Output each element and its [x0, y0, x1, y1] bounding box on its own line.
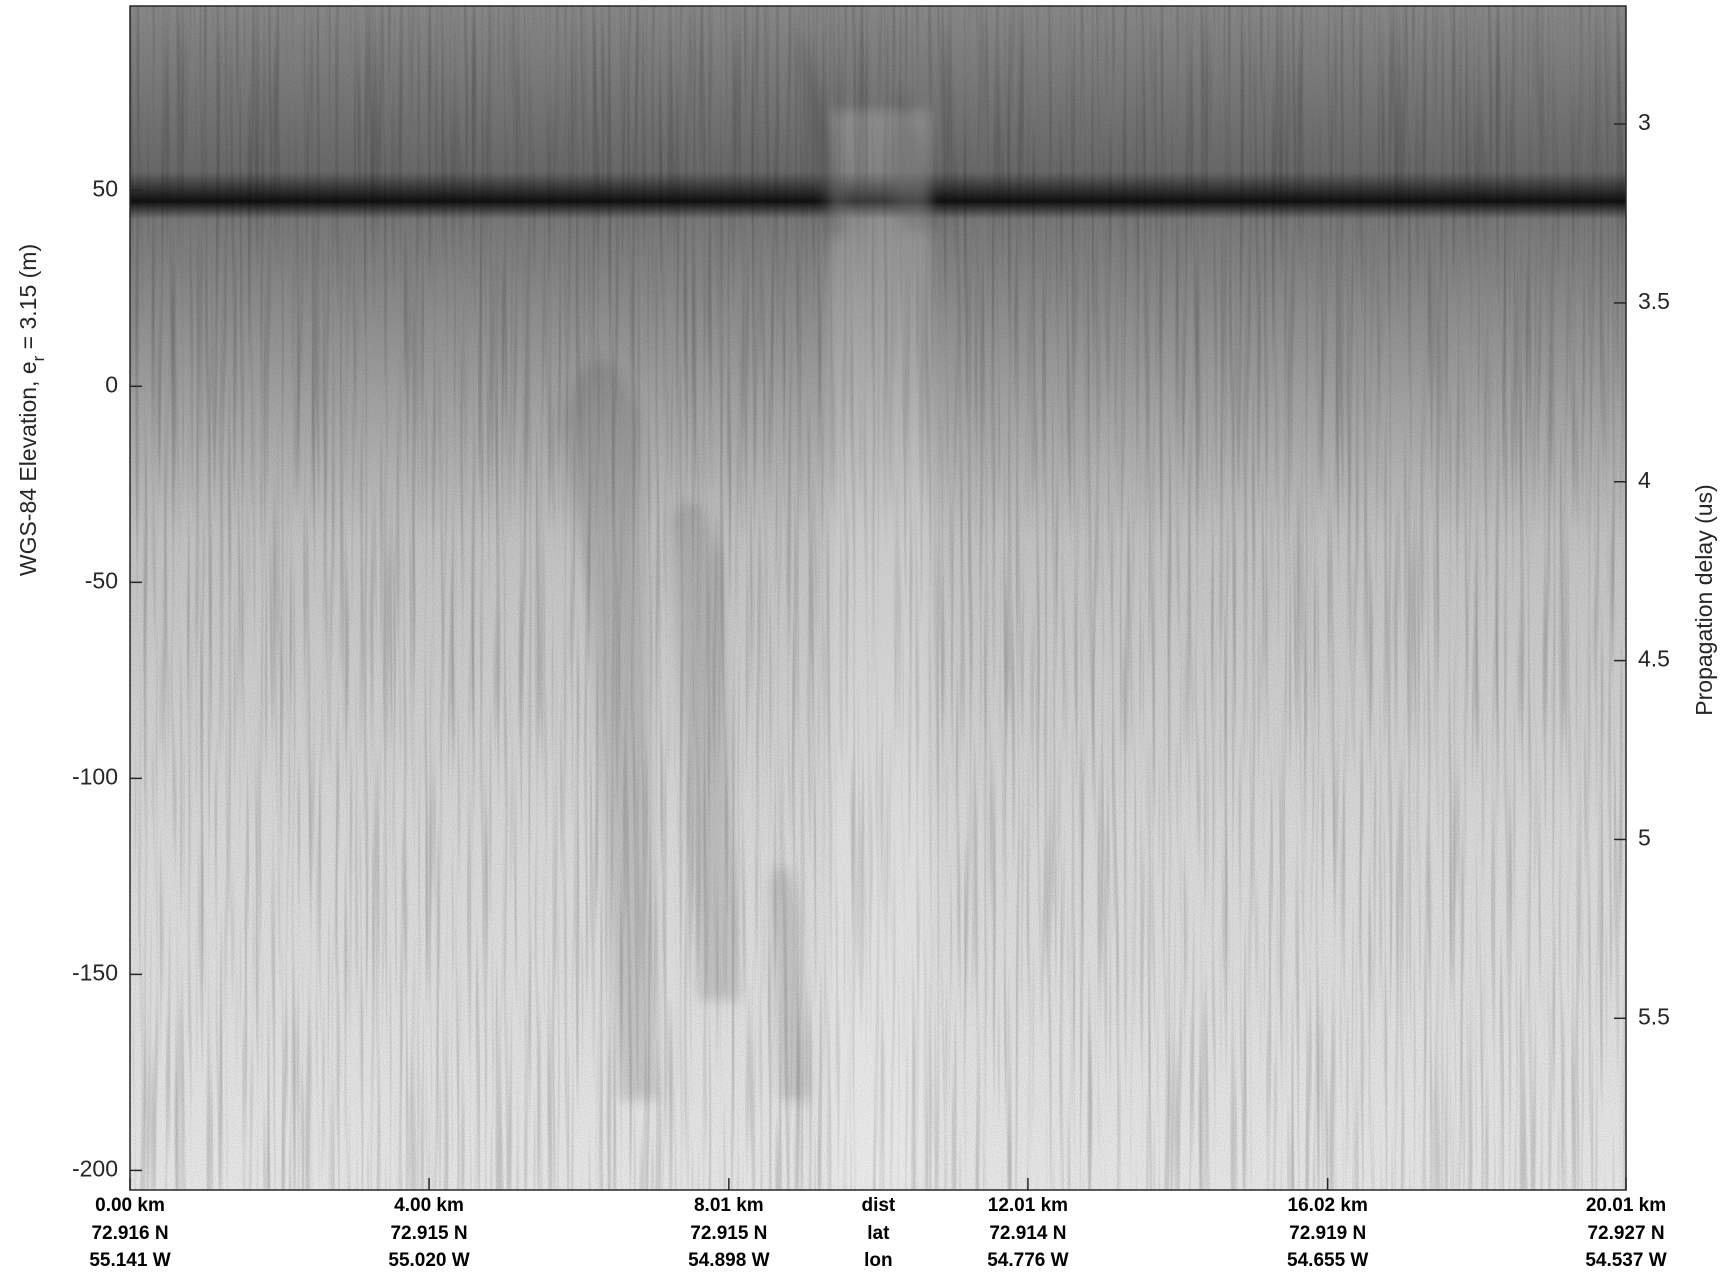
plot-frame: [129, 5, 1627, 1191]
x-row-label: lon: [864, 1250, 893, 1271]
y-tick-label: -150: [72, 959, 118, 985]
x-tick-lat: 72.914 N: [989, 1223, 1066, 1244]
x-row-label: dist: [861, 1195, 895, 1216]
x-tick-lon: 54.537 W: [1585, 1250, 1666, 1271]
y-label-sub: r: [29, 355, 48, 361]
y-axis-label: WGS-84 Elevation, er = 3.15 (m): [15, 244, 48, 576]
y2-tick-label: 5.5: [1638, 1003, 1670, 1029]
y2-tick-label: 4: [1638, 467, 1651, 493]
x-tick-lat: 72.915 N: [690, 1223, 767, 1244]
y2-tick-label: 3: [1638, 109, 1651, 135]
x-tick-label: 4.00 km: [394, 1195, 464, 1216]
y-tick-label: 0: [105, 371, 118, 397]
x-tick-lat: 72.916 N: [91, 1223, 168, 1244]
x-tick-lat: 72.919 N: [1289, 1223, 1366, 1244]
x-tick-lat: 72.927 N: [1587, 1223, 1664, 1244]
y2-tick-label: 5: [1638, 825, 1651, 851]
x-tick-lat: 72.915 N: [390, 1223, 467, 1244]
echogram-image: [130, 6, 1626, 1190]
x-tick-label: 16.02 km: [1288, 1195, 1368, 1216]
x-tick-lon: 55.020 W: [388, 1250, 469, 1271]
x-tick-label: 12.01 km: [988, 1195, 1068, 1216]
y-tick-label: -200: [72, 1155, 118, 1181]
x-tick-lon: 55.141 W: [89, 1250, 170, 1271]
y2-tick-label: 3.5: [1638, 288, 1670, 314]
x-row-label: lat: [867, 1223, 890, 1244]
x-tick-label: 8.01 km: [694, 1195, 764, 1216]
y2-tick-label: 4.5: [1638, 646, 1670, 672]
y-tick-label: -100: [72, 763, 118, 789]
x-tick-label: 0.00 km: [95, 1195, 165, 1216]
y-label-rest: = 3.15 (m): [15, 244, 41, 356]
x-tick-lon: 54.655 W: [1287, 1250, 1368, 1271]
y2-axis-label: Propagation delay (us): [1691, 484, 1717, 715]
y-label-main: WGS-84 Elevation, e: [15, 361, 41, 576]
y-tick-label: 50: [92, 175, 118, 201]
y-tick-label: -50: [85, 567, 118, 593]
x-tick-lon: 54.898 W: [688, 1250, 769, 1271]
x-tick-label: 20.01 km: [1586, 1195, 1666, 1216]
x-tick-lon: 54.776 W: [987, 1250, 1068, 1271]
